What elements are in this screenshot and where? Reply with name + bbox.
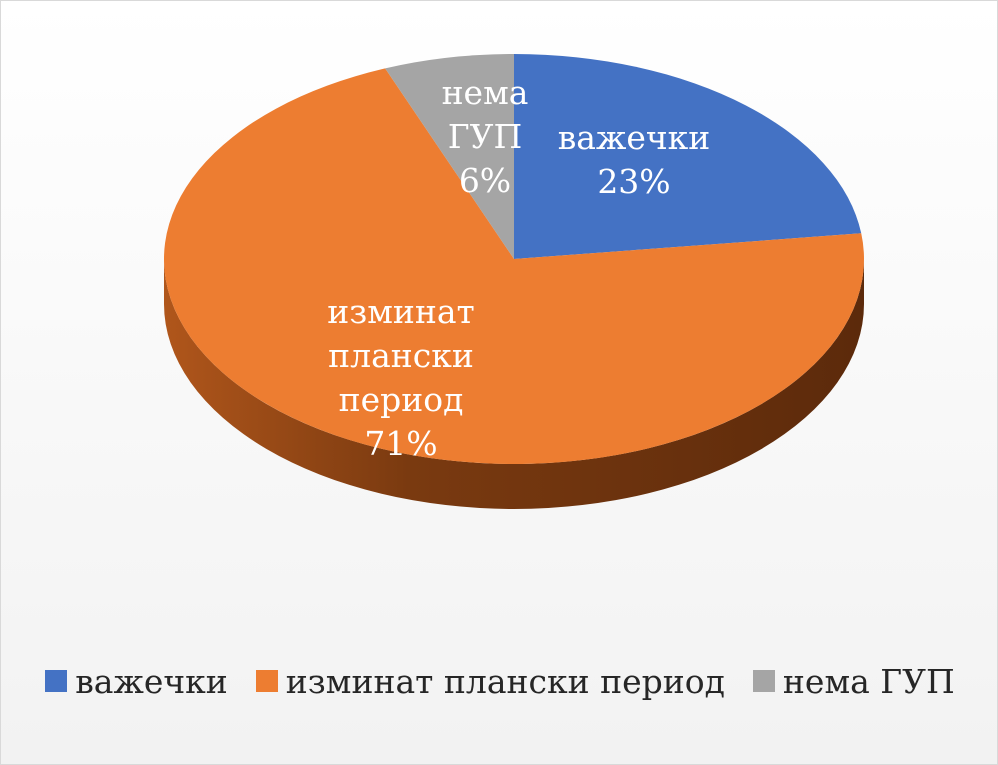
legend-item-izminat-planski-period: изминат плански период bbox=[255, 661, 725, 701]
slice-vazecki bbox=[514, 54, 862, 259]
legend-label: важечки bbox=[75, 661, 228, 701]
pie-side-wall bbox=[164, 259, 864, 509]
legend-swatch bbox=[752, 670, 775, 692]
legend-item-vazecki: важечки bbox=[45, 662, 228, 701]
slice-nema-gup bbox=[385, 54, 514, 259]
legend-item-nema-gup: нема ГУП bbox=[752, 661, 955, 701]
legend: важечки изминат плански период нема ГУП bbox=[1, 646, 998, 716]
data-label-line: нема bbox=[442, 73, 529, 112]
legend-label: изминат плански период bbox=[285, 661, 725, 701]
slice-izminat-planski-period bbox=[163, 68, 865, 465]
data-label-line: 6% bbox=[459, 161, 511, 200]
legend-swatch bbox=[255, 670, 278, 692]
data-label-line: 23% bbox=[597, 162, 670, 201]
data-label-nema-gup: нема ГУП 6% bbox=[442, 73, 529, 200]
legend-swatch bbox=[45, 670, 68, 692]
pie-side-layer bbox=[164, 259, 864, 509]
data-label-line: 71% bbox=[364, 424, 437, 463]
data-label-izminat-planski-period: изминат плански период 71% bbox=[327, 292, 475, 463]
data-label-line: изминат bbox=[327, 292, 475, 331]
data-label-line: важечки bbox=[558, 118, 711, 157]
data-label-line: ГУП bbox=[448, 117, 522, 156]
data-label-vazecki: важечки 23% bbox=[558, 118, 711, 201]
pie-plot-area: важечки 23% изминат плански период 71% нема ГУП… bbox=[163, 54, 865, 509]
pie-label-layer: важечки 23% изминат плански период 71% нема ГУП… bbox=[327, 73, 710, 463]
data-label-line: плански bbox=[328, 336, 474, 375]
pie-slice-layer bbox=[163, 54, 865, 465]
data-label-line: период bbox=[339, 380, 464, 419]
legend-label: нема ГУП bbox=[782, 661, 955, 701]
